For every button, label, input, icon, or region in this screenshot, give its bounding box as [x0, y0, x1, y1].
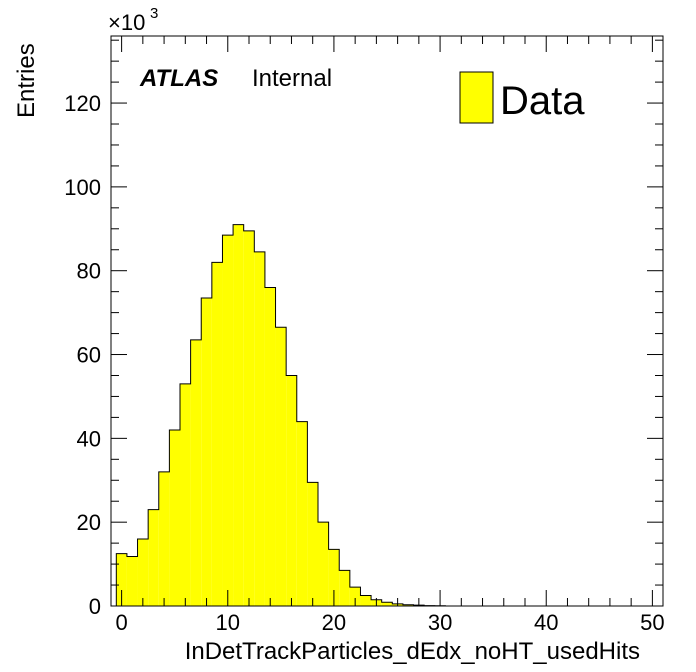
x-tick-label: 20 [322, 610, 346, 635]
x-tick-label: 30 [428, 610, 452, 635]
axis-ticks [111, 36, 663, 607]
histogram-bar [307, 482, 318, 606]
histogram-bar [286, 375, 297, 606]
histogram-bar [190, 339, 202, 606]
x-tick-label: 10 [216, 610, 240, 635]
y-tick-label: 120 [64, 91, 101, 116]
histogram-bar [328, 549, 340, 606]
histogram-bar [381, 602, 393, 606]
legend-entry-data: Data [500, 79, 585, 123]
histogram-bar [169, 429, 180, 606]
histogram-bar [349, 587, 361, 606]
legend-swatch [459, 71, 494, 124]
y-tick-label: 100 [64, 175, 101, 200]
histogram-bar [180, 383, 191, 606]
y-multiplier: ×10 [108, 10, 145, 35]
atlas-label: ATLAS [139, 65, 218, 92]
histogram-bar [402, 604, 414, 606]
x-tick-labels: 0 10 20 30 40 50 [115, 610, 664, 635]
x-tick-label: 50 [640, 610, 664, 635]
histogram-bar [243, 230, 255, 606]
x-tick-label: 0 [115, 610, 127, 635]
histogram-bars [116, 224, 446, 607]
y-axis-title: Entries [13, 43, 40, 118]
histogram-bar [360, 595, 372, 606]
histogram-bar [264, 287, 276, 606]
histogram-bar [137, 538, 149, 606]
histogram-bar [275, 327, 287, 606]
y-tick-label: 40 [77, 426, 101, 451]
atlas-status-label: Internal [252, 65, 332, 92]
y-tick-labels: 0 20 40 60 80 100 120 [64, 91, 101, 619]
histogram-bar [201, 297, 212, 606]
y-tick-label: 20 [77, 510, 101, 535]
histogram-bar [211, 262, 223, 606]
x-axis-title: InDetTrackParticles_dEdx_noHT_usedHits [185, 638, 640, 665]
y-tick-label: 0 [89, 594, 101, 619]
x-tick-label: 40 [534, 610, 558, 635]
histogram-bar [318, 522, 329, 606]
histogram-bar [116, 553, 127, 606]
histogram-bar [222, 235, 234, 607]
histogram-bar [233, 224, 244, 606]
histogram-outline [115, 224, 446, 607]
histogram-bar [126, 556, 138, 606]
y-tick-label: 80 [77, 259, 101, 284]
plot-frame [110, 35, 664, 607]
histogram-bar [158, 471, 170, 606]
histogram-bar [339, 570, 350, 606]
histogram-bar [296, 421, 308, 606]
y-multiplier-exponent: 3 [150, 5, 158, 22]
histogram-bar [254, 251, 265, 606]
y-tick-label: 60 [77, 343, 101, 368]
histogram-bar [148, 509, 159, 606]
